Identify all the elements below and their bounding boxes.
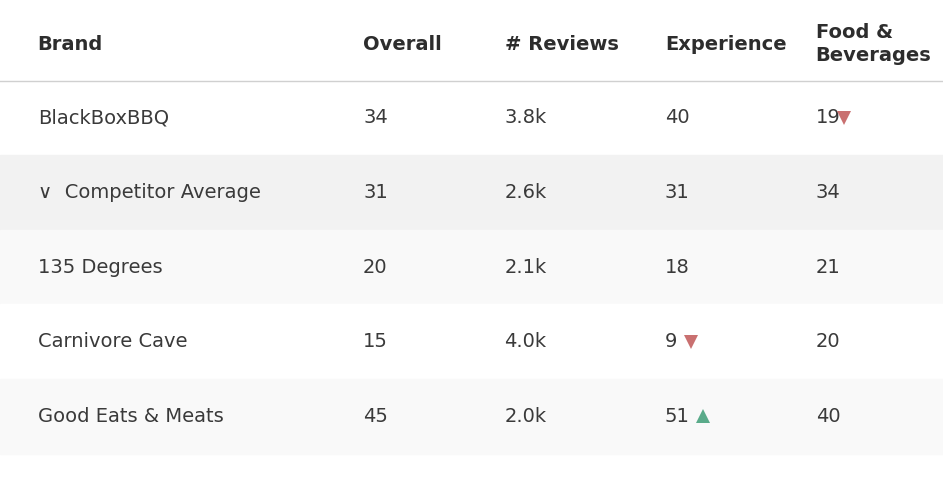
Text: 34: 34: [363, 108, 388, 128]
Text: Overall: Overall: [363, 35, 442, 54]
Bar: [0, 230, 943, 304]
Bar: [0, 155, 943, 230]
Text: 21: 21: [816, 258, 840, 277]
Text: BlackBoxBBQ: BlackBoxBBQ: [38, 108, 169, 128]
Bar: [0, 379, 943, 454]
Text: 31: 31: [363, 183, 388, 202]
Text: Experience: Experience: [665, 35, 786, 54]
Text: Food &
Beverages: Food & Beverages: [816, 24, 932, 65]
Text: 40: 40: [665, 108, 689, 128]
Text: Good Eats & Meats: Good Eats & Meats: [38, 407, 223, 426]
Bar: [0, 0, 943, 81]
Text: # Reviews: # Reviews: [505, 35, 619, 54]
Text: 4.0k: 4.0k: [505, 332, 547, 351]
Text: 15: 15: [363, 332, 388, 351]
Text: 34: 34: [816, 183, 840, 202]
Text: 20: 20: [816, 332, 840, 351]
Text: 45: 45: [363, 407, 388, 426]
Text: 135 Degrees: 135 Degrees: [38, 258, 162, 277]
Text: 40: 40: [816, 407, 840, 426]
Text: Carnivore Cave: Carnivore Cave: [38, 332, 188, 351]
Bar: [0, 81, 943, 155]
Text: 2.0k: 2.0k: [505, 407, 547, 426]
Text: Brand: Brand: [38, 35, 103, 54]
Text: 31: 31: [665, 183, 689, 202]
Text: 20: 20: [363, 258, 388, 277]
Bar: [0, 304, 943, 379]
Text: 9: 9: [665, 332, 677, 351]
Text: 2.6k: 2.6k: [505, 183, 547, 202]
Text: 18: 18: [665, 258, 689, 277]
Text: 2.1k: 2.1k: [505, 258, 547, 277]
Text: 51: 51: [665, 407, 689, 426]
Text: ∨  Competitor Average: ∨ Competitor Average: [38, 183, 260, 202]
Text: 3.8k: 3.8k: [505, 108, 547, 128]
Text: 19: 19: [816, 108, 840, 128]
